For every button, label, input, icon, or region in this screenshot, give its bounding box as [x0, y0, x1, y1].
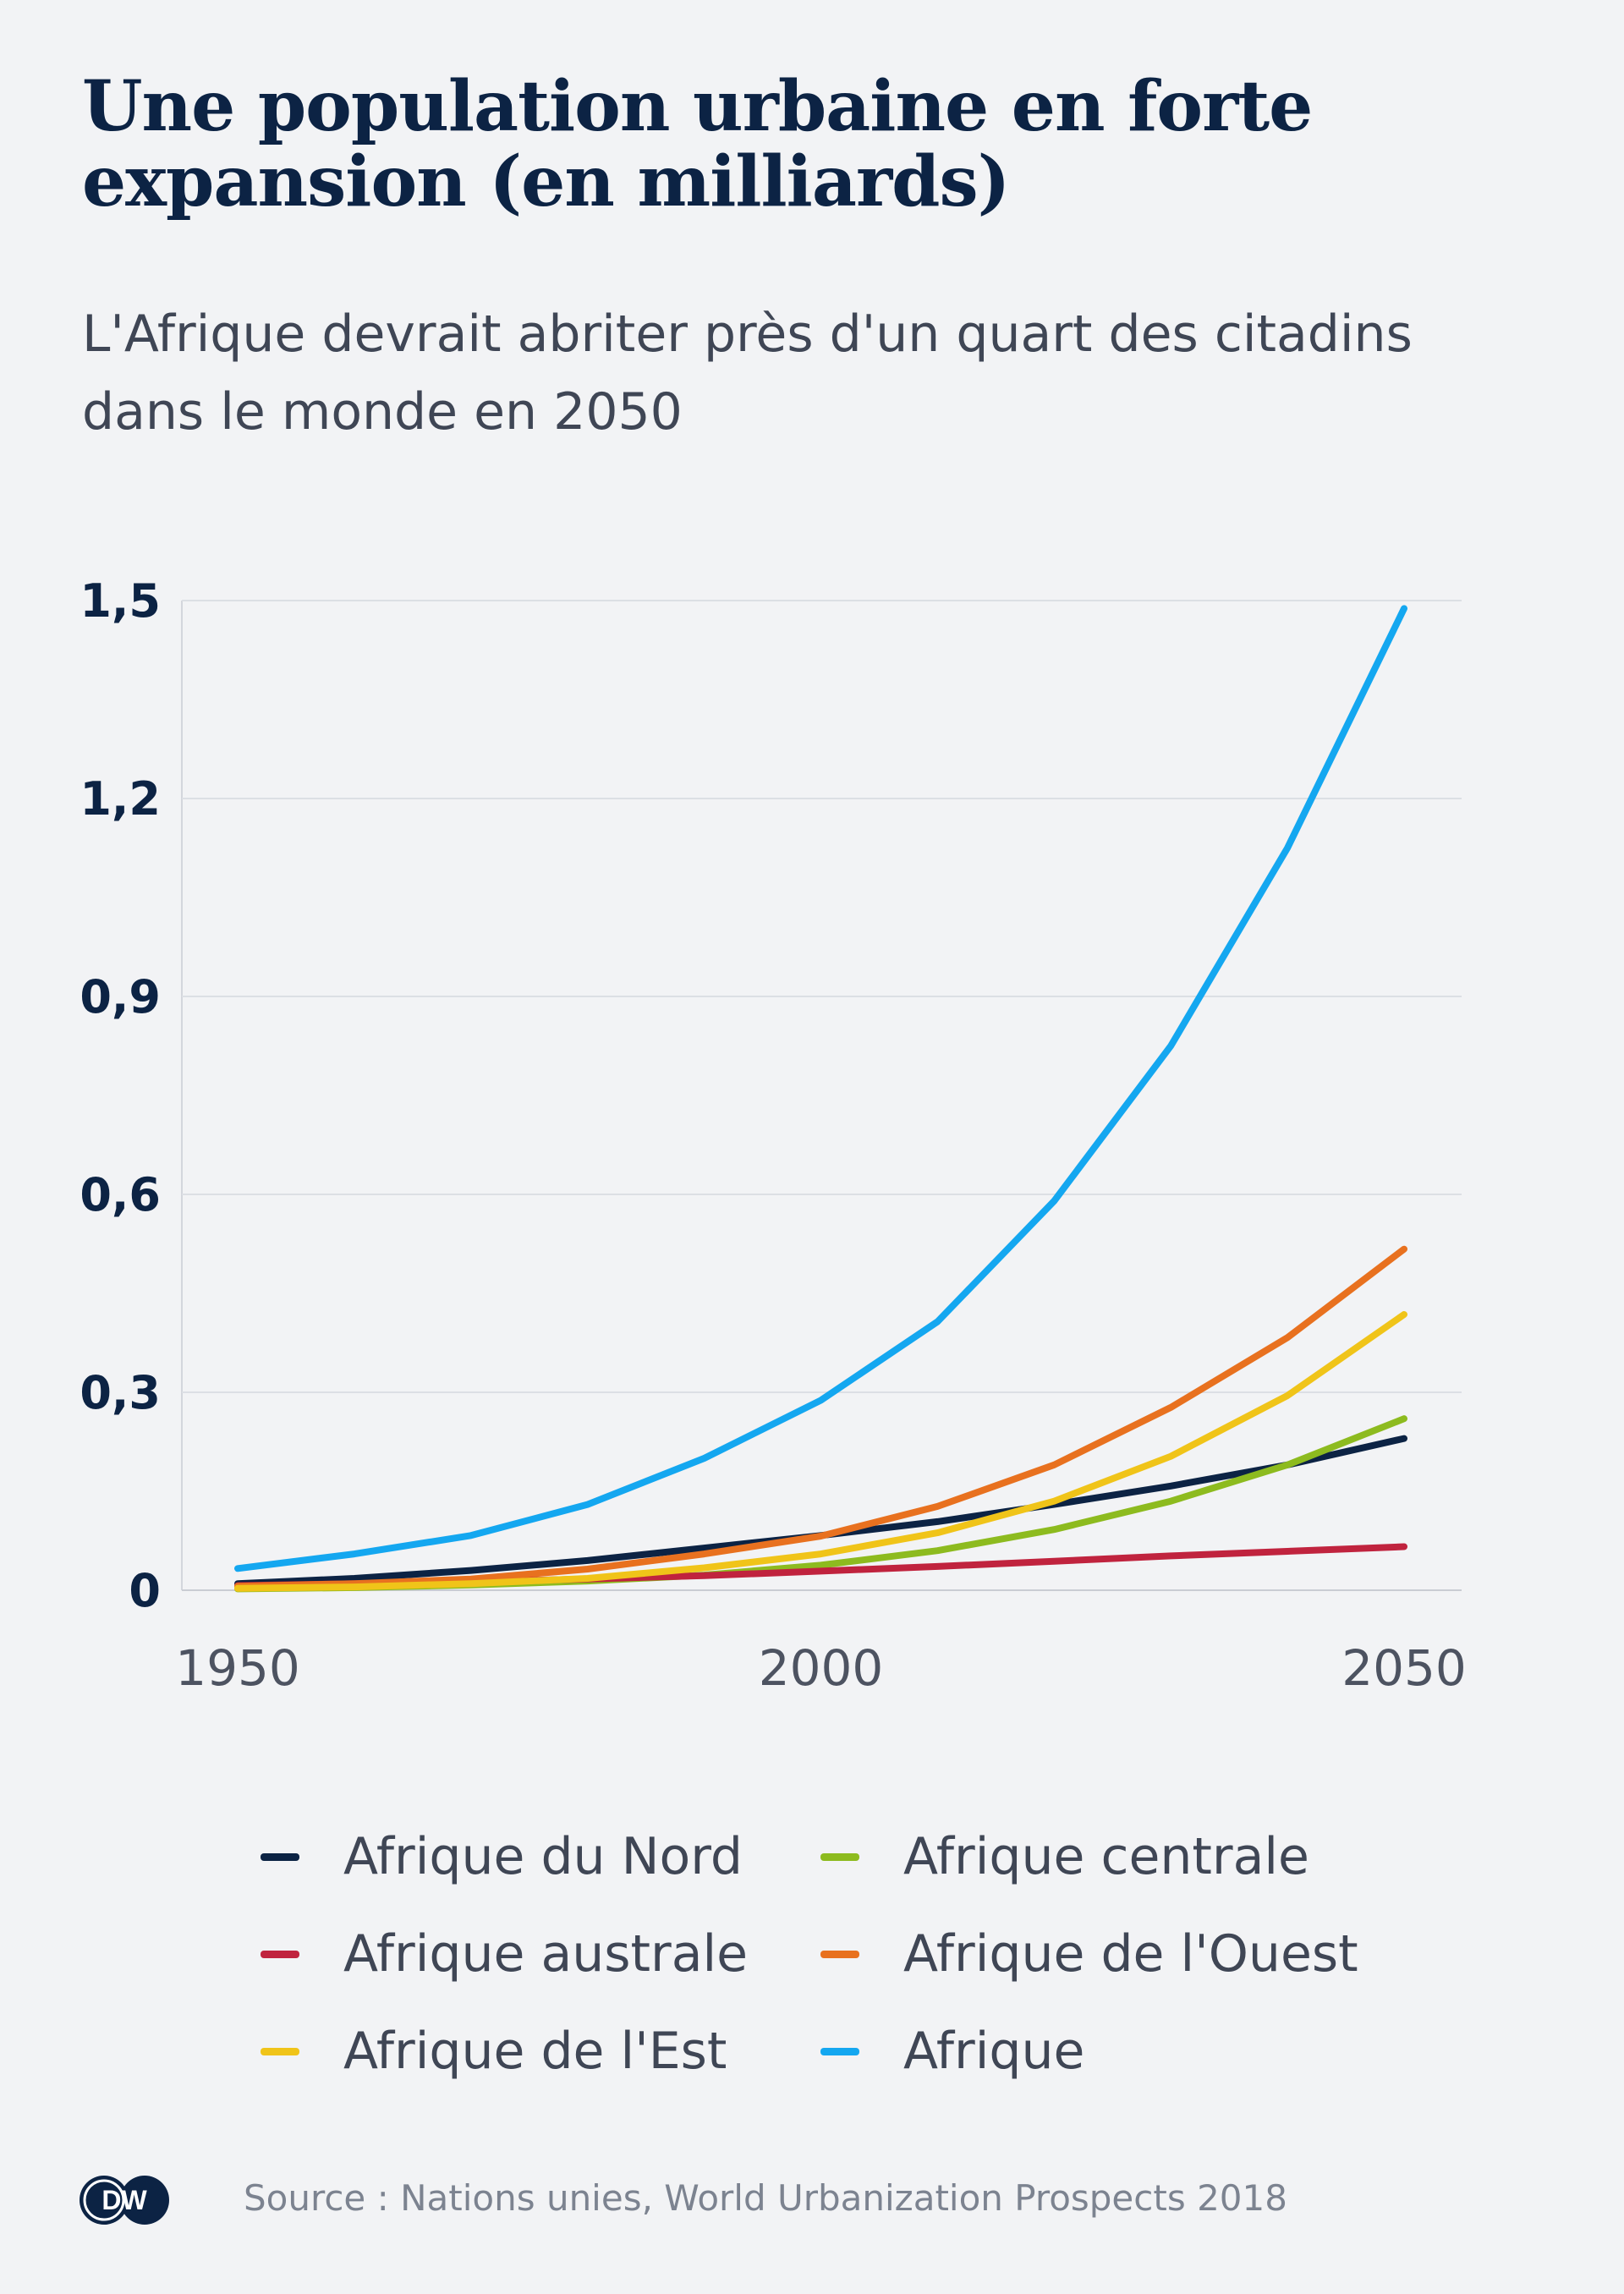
legend-swatch — [261, 1950, 299, 1958]
legend-label: Afrique — [903, 2022, 1085, 2081]
series-line-afrique — [234, 605, 1407, 1572]
legend-label: Afrique du Nord — [343, 1827, 743, 1886]
legend-item-afrique-de-l-est: Afrique de l'Est — [261, 2005, 727, 2098]
dw-logo: DW — [80, 2176, 169, 2225]
legend-label: Afrique centrale — [903, 1827, 1309, 1886]
series-line-afrique-de-l-est — [234, 1311, 1407, 1592]
x-tick-label: 2050 — [1341, 1639, 1467, 1697]
legend-swatch — [261, 1852, 299, 1861]
y-tick-label: 1,2 — [80, 772, 161, 826]
series-lines — [234, 605, 1407, 1593]
y-tick-label: 0,6 — [80, 1168, 161, 1221]
legend-swatch — [820, 2047, 859, 2055]
chart-subtitle: L'Afrique devrait abriter près d'un quar… — [82, 305, 1413, 442]
series-line-afrique-de-l-ouest — [234, 1245, 1407, 1590]
chart-title: Une population urbaine en forte expansio… — [82, 66, 1313, 222]
dw-logo-circle-left — [80, 2176, 129, 2225]
dw-logo-circle-right — [120, 2176, 169, 2225]
grid-lines — [181, 600, 1462, 1591]
line-chart: 0 0,3 0,6 0,9 1,2 1,5 1950 2000 2050 — [80, 574, 1467, 1697]
legend-label: Afrique australe — [343, 1924, 749, 1984]
legend-item-afrique-centrale: Afrique centrale — [820, 1810, 1309, 1903]
y-tick-label: 0,3 — [80, 1366, 161, 1419]
series-line-afrique-centrale — [234, 1415, 1407, 1593]
x-tick-label: 2000 — [759, 1639, 884, 1697]
legend-swatch — [261, 2047, 299, 2055]
x-tick-label: 1950 — [175, 1639, 300, 1697]
y-tick-label: 0,9 — [80, 970, 161, 1024]
y-axis-ticks: 0 0,3 0,6 0,9 1,2 1,5 — [80, 574, 161, 1617]
legend-swatch — [820, 1950, 859, 1958]
legend-item-afrique-du-nord: Afrique du Nord — [261, 1810, 743, 1903]
source-note: Source : Nations unies, World Urbanizati… — [244, 2177, 1287, 2219]
dw-logo-text: DW — [102, 2185, 147, 2215]
legend-item-afrique-australe: Afrique australe — [261, 1907, 748, 2000]
y-tick-label: 0 — [129, 1564, 161, 1617]
legend-swatch — [820, 1852, 859, 1861]
legend: Afrique du Nord Afrique centrale Afrique… — [261, 1810, 1445, 2106]
legend-label: Afrique de l'Est — [343, 2022, 727, 2081]
y-tick-label: 1,5 — [80, 574, 161, 628]
x-axis-ticks: 1950 2000 2050 — [175, 1639, 1467, 1697]
dw-logo-ring — [83, 2179, 125, 2221]
legend-item-afrique-de-l-ouest: Afrique de l'Ouest — [820, 1907, 1358, 2000]
legend-item-afrique: Afrique — [820, 2005, 1084, 2098]
legend-label: Afrique de l'Ouest — [903, 1924, 1358, 1984]
